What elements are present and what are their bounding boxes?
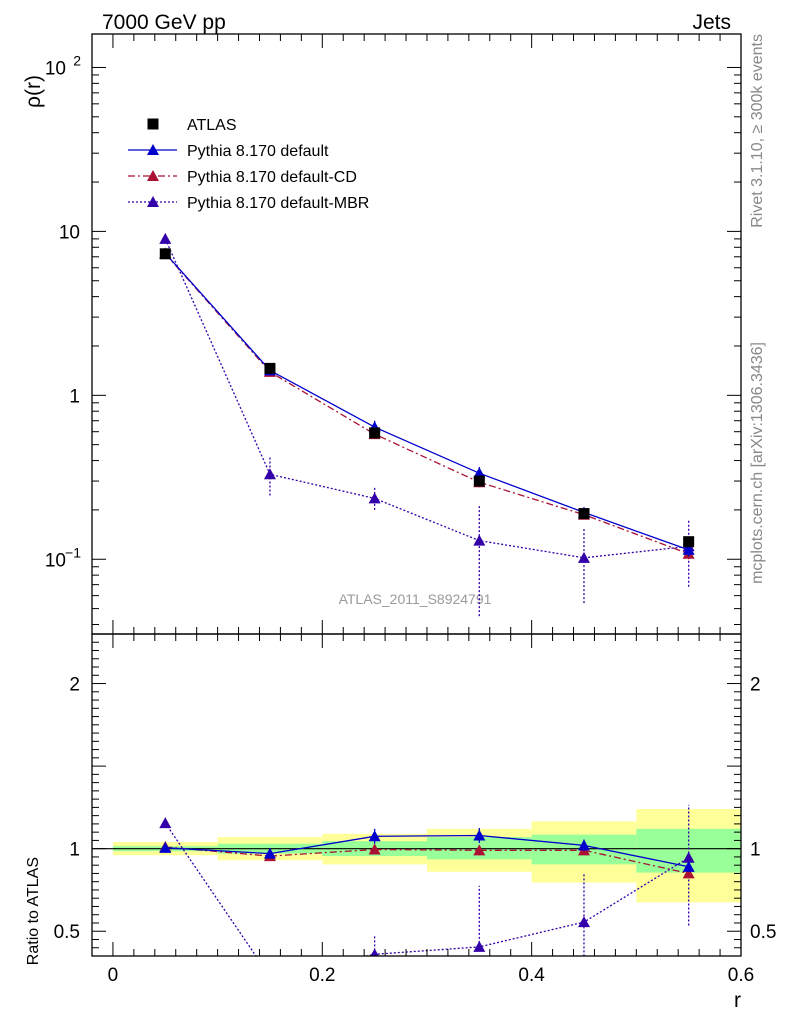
ratio-panel-bands <box>92 809 741 903</box>
y-tick-label: 1 <box>69 840 80 861</box>
x-tick-label: 0.2 <box>309 965 335 986</box>
legend-marker <box>147 196 159 207</box>
data-point <box>473 829 486 841</box>
legend-entry: Pythia 8.170 default-MBR <box>187 195 369 212</box>
series-line <box>164 252 689 551</box>
header-process: Jets <box>692 11 731 34</box>
legend-entry: Pythia 8.170 default <box>187 143 329 160</box>
legend-marker <box>147 118 159 130</box>
legend: ATLAS Pythia 8.170 default Pythia 8.170 de… <box>128 117 369 212</box>
x-tick-label: 0.4 <box>518 965 545 986</box>
series-line <box>164 238 689 559</box>
data-point <box>577 551 590 563</box>
data-point <box>368 830 381 842</box>
x-axis-title: r <box>734 989 741 1012</box>
data-point <box>577 839 590 851</box>
data-point <box>473 844 486 856</box>
data-point <box>682 543 695 555</box>
y-tick-label: 1 <box>750 840 761 861</box>
y-tick-label: 10 <box>45 550 66 571</box>
data-point <box>159 248 171 260</box>
data-point <box>473 467 486 479</box>
data-point <box>370 948 379 956</box>
data-point <box>369 427 381 439</box>
data-point <box>683 536 695 548</box>
data-point <box>682 851 695 863</box>
legend-marker <box>147 170 159 181</box>
data-point <box>682 867 695 879</box>
ratio-y-axis-title: Ratio to ATLAS <box>25 857 42 965</box>
series-line <box>164 253 689 555</box>
main-panel-series <box>159 232 695 617</box>
legend-entry: ATLAS <box>187 117 237 134</box>
y-tick-label: 0.5 <box>54 922 80 943</box>
data-point <box>263 468 276 480</box>
y-tick-label-exponent: 2 <box>73 52 81 68</box>
y-tick-label-exponent: −1 <box>65 544 81 560</box>
data-point <box>159 232 172 244</box>
y-tick-label: 10 <box>59 222 80 243</box>
data-point <box>473 534 486 546</box>
data-point <box>473 475 485 487</box>
x-tick-label: 0.6 <box>728 965 754 986</box>
data-point <box>473 940 486 952</box>
data-point <box>682 860 695 872</box>
legend-marker <box>147 144 159 155</box>
data-point <box>263 847 276 859</box>
y-tick-label: 2 <box>69 675 80 696</box>
data-point <box>368 492 381 504</box>
main-y-axis-title: ρ(r) <box>22 75 45 108</box>
mcplots-reference-label: mcplots.cern.ch [arXiv:1306.3436] <box>749 342 766 584</box>
y-tick-label: 0.5 <box>750 922 776 943</box>
series-line <box>165 846 689 875</box>
data-point <box>264 362 276 374</box>
data-point <box>577 916 590 928</box>
rivet-version-label: Rivet 3.1.10, ≥ 300k events <box>749 34 766 228</box>
y-tick-label: 2 <box>750 675 761 696</box>
y-tick-label: 10 <box>45 58 66 79</box>
analysis-watermark: ATLAS_2011_S8924791 <box>339 591 492 607</box>
x-tick-label: 0 <box>108 965 119 986</box>
legend-entry: Pythia 8.170 default-CD <box>187 169 357 186</box>
header-title: 7000 GeV pp <box>102 11 226 34</box>
data-point <box>159 817 172 829</box>
ratio-panel-axes: 0 0.2 0.4 0.6 0.5 0.5 1 1 2 2 <box>54 633 776 986</box>
data-point <box>368 843 381 855</box>
series-line <box>165 834 689 868</box>
data-point <box>264 971 276 982</box>
y-tick-label: 1 <box>69 386 80 407</box>
data-point <box>578 508 590 520</box>
data-point <box>159 841 172 853</box>
ratio-panel-frame <box>91 633 742 957</box>
